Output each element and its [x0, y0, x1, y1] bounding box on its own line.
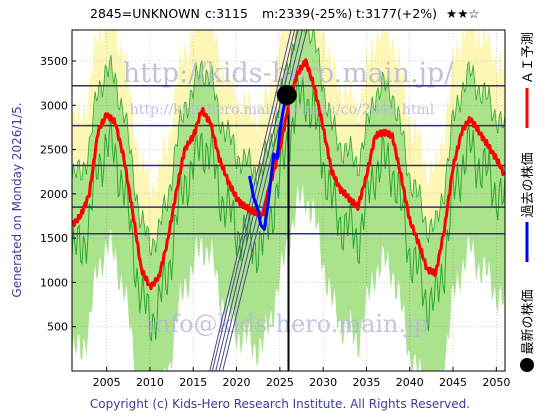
x-tick-label: 2040: [396, 376, 424, 389]
y-tick-label: 1000: [40, 276, 68, 289]
y-tick-label: 2000: [40, 188, 68, 201]
latest-price-marker: [276, 85, 297, 106]
target-price: t:3177(+2%): [356, 6, 437, 21]
x-tick-label: 2015: [179, 376, 207, 389]
trend-line: [209, 30, 292, 371]
stock-code: 2845=UNKNOWN: [90, 6, 200, 21]
x-tick-label: 2035: [352, 376, 380, 389]
legend-latest-label: 最新の株価: [520, 289, 536, 354]
plot-border: [71, 29, 506, 372]
y-tick-label: 500: [47, 321, 68, 334]
y-tick-label: 3500: [40, 55, 68, 68]
rating-stars: ★★☆: [446, 6, 480, 21]
axis-labels: 2005 2010 2015 2020 2025 2030 2035 2040 2045 2050…: [40, 55, 510, 389]
y-tick-label: 3000: [40, 99, 68, 112]
legend-forecast-label: ＡＩ予測: [521, 32, 536, 84]
y-tick-label: 1500: [40, 232, 68, 245]
header-bar: 2845=UNKNOWN c:3115 m:2339(-25%) t:3177(…: [0, 6, 560, 26]
series-layer: [72, 58, 505, 371]
legend: ＡＩ予測 過去の株価 最新の株価: [520, 32, 536, 372]
y-tick-label: 2500: [40, 144, 68, 157]
x-tick-label: 2010: [136, 376, 164, 389]
min-price: m:2339(-25%): [262, 6, 353, 21]
watermark-url: http://kids-hero.main.jp/: [123, 58, 455, 89]
x-tick-label: 2025: [266, 376, 294, 389]
past-price-line: [248, 94, 289, 231]
x-tick-label: 2045: [439, 376, 467, 389]
copyright-text: Copyright (c) Kids-Hero Research Institu…: [89, 397, 471, 411]
x-tick-label: 2020: [223, 376, 251, 389]
green-trace-upper: [72, 30, 505, 257]
legend-past-label: 過去の株価: [521, 152, 536, 217]
x-tick-label: 2050: [482, 376, 510, 389]
grid-lines: [72, 30, 505, 371]
x-tick-label: 2030: [309, 376, 337, 389]
current-price: c:3115: [205, 6, 248, 21]
x-tick-label: 2005: [93, 376, 121, 389]
plot-frame: [71, 29, 506, 372]
legend-latest-marker: [520, 358, 534, 372]
